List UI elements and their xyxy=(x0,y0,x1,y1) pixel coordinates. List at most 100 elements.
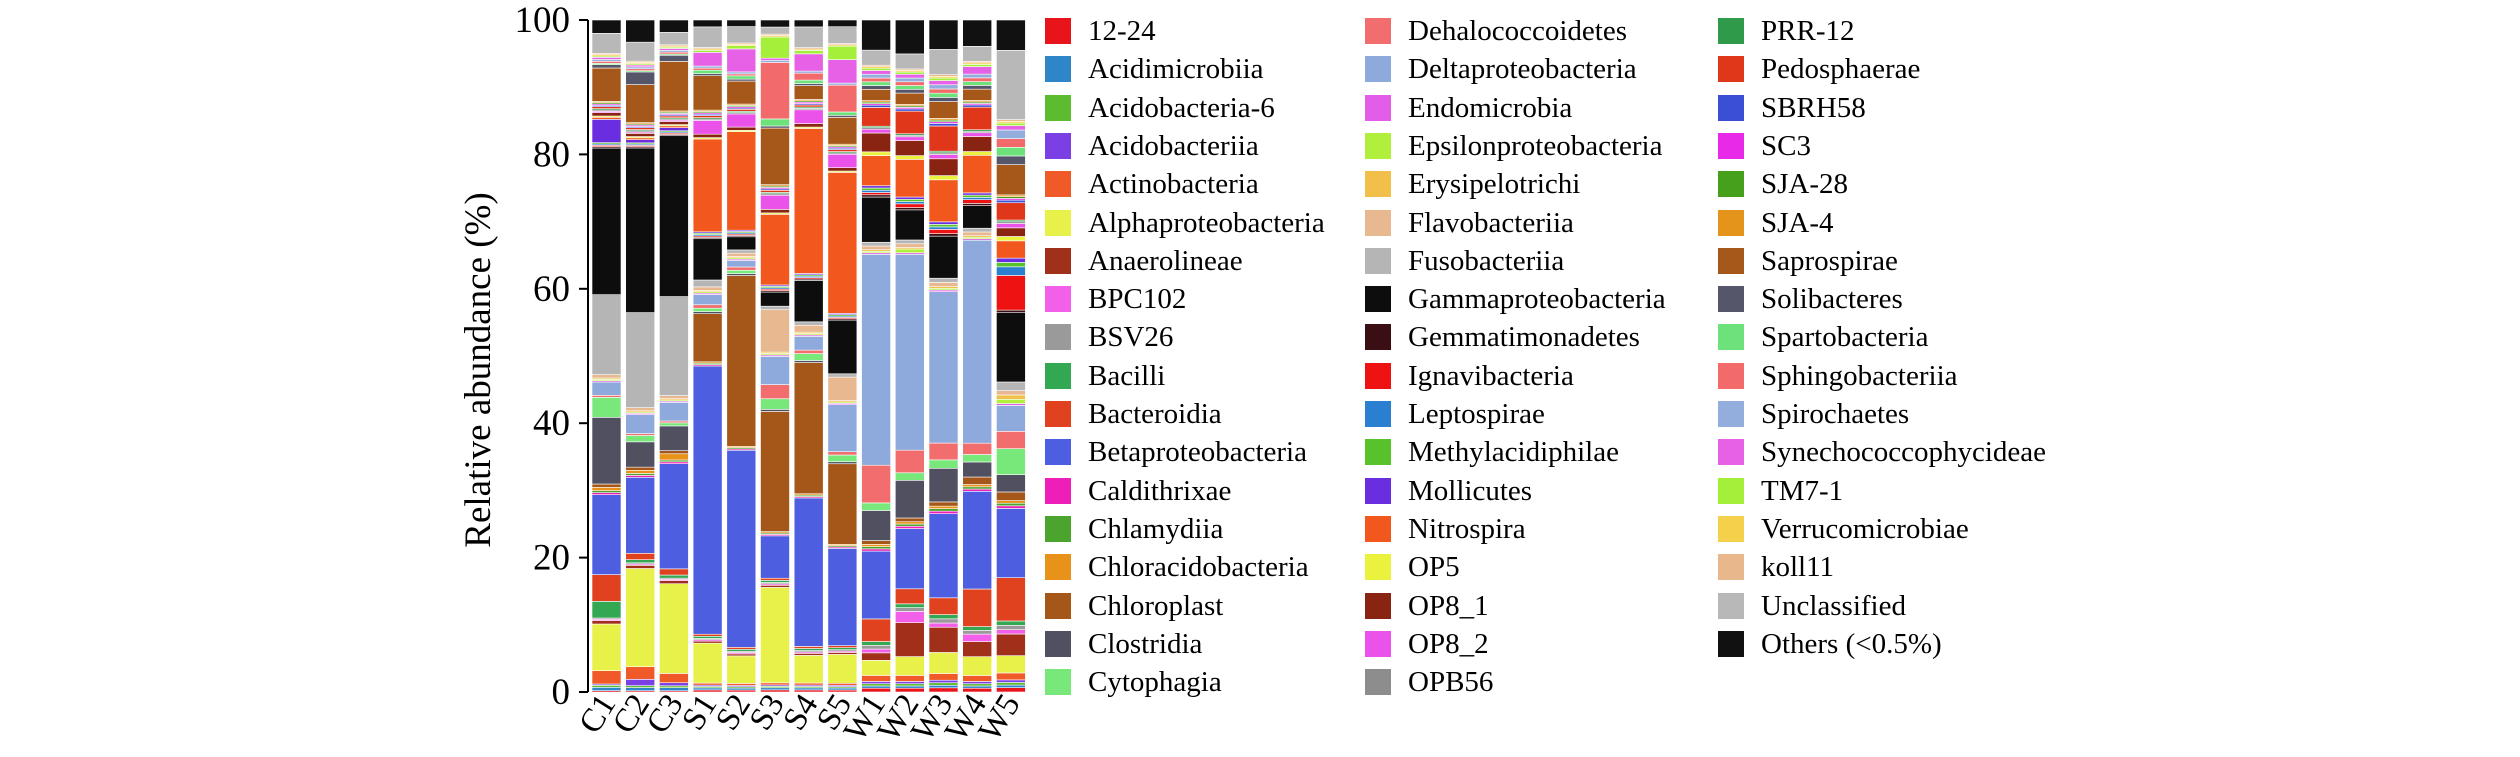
bar-segment xyxy=(726,236,757,251)
legend-swatch xyxy=(1045,324,1071,351)
bar-stack-w5 xyxy=(996,19,1026,693)
bar-segment xyxy=(793,362,824,495)
bar-segment xyxy=(591,147,622,295)
y-tick-label: 40 xyxy=(533,403,570,444)
bar-segment xyxy=(861,73,891,79)
legend-label: Erysipelotrichi xyxy=(1408,168,1581,201)
bar-segment xyxy=(996,262,1026,268)
legend-label: Caldithrixae xyxy=(1088,474,1232,507)
bar-segment xyxy=(962,73,993,79)
legend-item: Mollicutes xyxy=(1365,473,1532,509)
bar-segment xyxy=(827,645,858,648)
legend-swatch xyxy=(1365,286,1391,313)
legend-label: Nitrospira xyxy=(1408,512,1526,545)
legend-swatch xyxy=(1045,401,1071,427)
bar-segment xyxy=(861,502,891,511)
bar-segment xyxy=(962,685,993,689)
legend-swatch xyxy=(1365,94,1391,121)
bar-segment xyxy=(962,106,993,131)
bar-segment xyxy=(760,19,790,28)
bar-segment xyxy=(928,505,959,509)
bar-segment xyxy=(962,227,993,233)
bar-segment xyxy=(760,305,790,311)
bar-stack-s3 xyxy=(760,19,790,693)
legend-item: Ignavibacteria xyxy=(1365,358,1574,394)
bar-segment xyxy=(894,110,925,135)
bar-segment xyxy=(861,510,891,541)
legend-item: Saprospirae xyxy=(1718,243,1898,279)
legend-item: Dehalococcoidetes xyxy=(1365,13,1627,49)
legend-item: Clostridia xyxy=(1045,626,1202,662)
bar-segment xyxy=(928,508,959,512)
bar-segment xyxy=(591,33,622,54)
bar-segment xyxy=(861,675,891,682)
bar-segment xyxy=(760,682,790,686)
bar-segment xyxy=(591,620,622,625)
bar-segment xyxy=(793,497,824,647)
bar-segment xyxy=(962,641,993,657)
legend-label: Alphaproteobacteria xyxy=(1088,206,1325,239)
bar-segment xyxy=(861,128,891,134)
bar-segment xyxy=(861,544,891,547)
bar-segment xyxy=(760,384,790,400)
bar-segment xyxy=(894,603,925,608)
bar-segment xyxy=(591,623,622,671)
legend-item: Cytophagia xyxy=(1045,664,1222,700)
bar-segment xyxy=(625,687,656,692)
bar-segment xyxy=(692,115,723,118)
bar-segment xyxy=(625,133,656,137)
bar-segment xyxy=(692,75,723,111)
legend-label: Acidobacteriia xyxy=(1088,129,1259,162)
legend-item: OPB56 xyxy=(1365,664,1493,700)
bar-segment xyxy=(996,257,1026,263)
bar-segment xyxy=(793,85,824,100)
legend-label: Flavobacteriia xyxy=(1408,206,1574,239)
bar-segment xyxy=(928,501,959,507)
bar-segment xyxy=(625,559,656,564)
legend-item: SC3 xyxy=(1718,128,1811,164)
bar-segment xyxy=(928,88,959,94)
bar-segment xyxy=(793,50,824,55)
bar-segment xyxy=(861,253,891,466)
legend-swatch xyxy=(1365,18,1391,44)
bar-segment xyxy=(928,101,959,119)
legend-swatch xyxy=(1365,554,1391,581)
legend-label: Deltaproteobacteria xyxy=(1408,53,1637,86)
legend-label: OP5 xyxy=(1408,551,1460,584)
bar-stack-c3 xyxy=(659,19,689,693)
legend-item: Verrucomicrobiae xyxy=(1718,511,1969,547)
bar-segment xyxy=(962,239,993,444)
legend-swatch xyxy=(1718,362,1744,389)
bar-segment xyxy=(962,81,993,86)
bar-segment xyxy=(659,121,689,125)
bar-segment xyxy=(692,52,723,67)
bar-segment xyxy=(827,647,858,651)
legend-swatch xyxy=(1718,247,1744,274)
legend-swatch xyxy=(1045,171,1071,198)
bar-segment xyxy=(962,64,993,67)
legend-label: OP8_2 xyxy=(1408,627,1489,660)
bar-segment xyxy=(760,356,790,385)
legend-label: Betaproteobacteria xyxy=(1088,436,1307,469)
bar-segment xyxy=(726,266,757,271)
bar-segment xyxy=(625,679,656,686)
bar-segment xyxy=(827,59,858,84)
bar-segment xyxy=(726,252,757,257)
bar-segment xyxy=(928,123,959,127)
bar-segment xyxy=(894,209,925,241)
bar-segment xyxy=(591,417,622,485)
legend-label: SJA-28 xyxy=(1761,168,1849,201)
bar-segment xyxy=(827,461,858,465)
legend-swatch xyxy=(1718,132,1744,159)
bar-segment xyxy=(793,682,824,686)
bar-segment xyxy=(591,397,622,418)
legend-item: Betaproteobacteria xyxy=(1045,434,1307,470)
bar-segment xyxy=(894,199,925,202)
bar-stack-s1 xyxy=(692,19,723,693)
bar-segment xyxy=(827,84,858,113)
bar-segment xyxy=(996,227,1026,237)
bar-segment xyxy=(760,194,790,210)
bar-segment xyxy=(962,151,993,156)
bar-segment xyxy=(894,201,925,205)
